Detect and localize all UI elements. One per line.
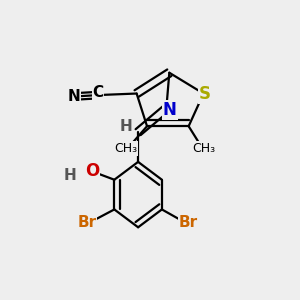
Text: N: N (68, 89, 81, 104)
Text: CH₃: CH₃ (115, 142, 138, 155)
Text: O: O (85, 162, 99, 180)
Text: Br: Br (77, 215, 96, 230)
Text: C: C (92, 85, 104, 100)
Text: H: H (119, 119, 132, 134)
Text: N: N (163, 101, 177, 119)
Text: Br: Br (178, 215, 198, 230)
Text: CH₃: CH₃ (192, 142, 215, 155)
Text: S: S (199, 85, 211, 103)
Text: H: H (63, 168, 76, 183)
